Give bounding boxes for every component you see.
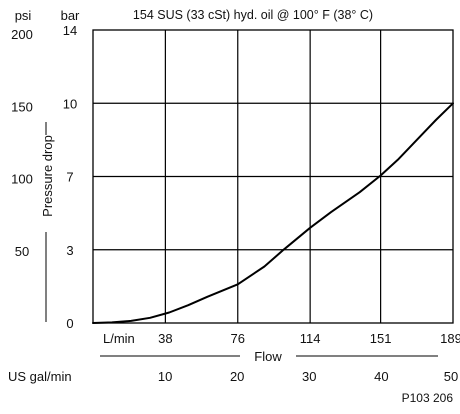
y-tick-label-psi: 150: [11, 99, 33, 114]
y-axis-label: Pressure drop: [40, 135, 55, 217]
y-tick-label-bar: 10: [63, 96, 77, 111]
y-tick-label-bar: 7: [66, 170, 73, 185]
bar-unit-label: bar: [61, 8, 80, 23]
x-ticks-gpm: 10 20 30 40 50: [158, 369, 458, 384]
x-axis-label: Flow: [254, 349, 282, 364]
x-tick-label-gpm: 10: [158, 369, 172, 384]
gpm-unit-label: US gal/min: [8, 369, 72, 384]
y-tick-label-bar: 14: [63, 23, 77, 38]
x-tick-label-lpm: 38: [158, 331, 172, 346]
x-tick-label-gpm: 20: [230, 369, 244, 384]
x-tick-label-gpm: 30: [302, 369, 316, 384]
x-tick-label-gpm: 40: [374, 369, 388, 384]
y-tick-label-bar: 3: [66, 243, 73, 258]
psi-unit-label: psi: [15, 8, 32, 23]
grid-lines: [93, 30, 453, 323]
y-ticks-bar: 0 3 7 10 14: [63, 23, 77, 331]
series-group: [92, 102, 454, 324]
x-tick-label-lpm: 76: [231, 331, 245, 346]
x-tick-label-lpm: 114: [300, 331, 321, 346]
y-tick-label-psi: 100: [11, 172, 33, 187]
figure-code: P103 206: [402, 391, 454, 405]
x-tick-label-gpm: 50: [444, 369, 458, 384]
y-tick-label-psi: 50: [15, 244, 29, 259]
x-ticks-lpm: 38 76 114 151 189: [158, 331, 460, 346]
chart-title: 154 SUS (33 cSt) hyd. oil @ 100° F (38° …: [133, 8, 373, 22]
x-tick-label-lpm: 151: [370, 331, 392, 346]
lpm-unit-label: L/min: [103, 331, 135, 346]
y-tick-label-bar: 0: [66, 316, 73, 331]
y-tick-label-psi: 200: [11, 27, 33, 42]
y-ticks-psi: 50 100 150 200: [11, 27, 33, 259]
x-tick-label-lpm: 189: [440, 331, 460, 346]
series-line-pressure-drop: [92, 102, 454, 324]
